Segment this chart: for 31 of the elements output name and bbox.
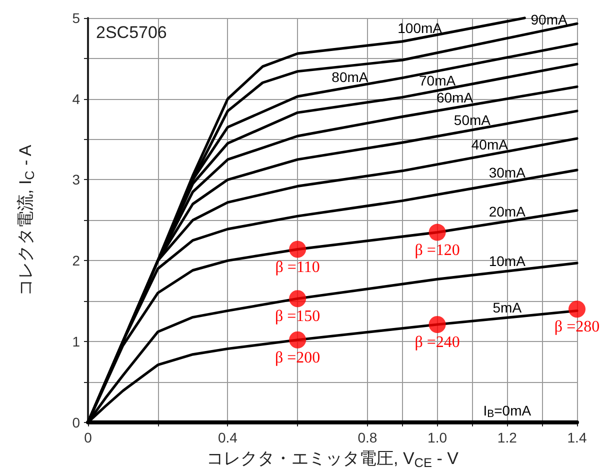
x-tick-label: 0.8 — [358, 429, 378, 446]
y-tick-label: 4 — [72, 90, 80, 107]
y-axis-title: コレクタ電流, IC - A — [16, 144, 37, 296]
x-tick-label: 0.4 — [218, 429, 238, 446]
series-label: 70mA — [418, 72, 456, 89]
y-tick-label: 0 — [72, 414, 80, 430]
x-tick-label: 1.0 — [428, 429, 448, 446]
annotation: β =240 — [414, 334, 460, 351]
series-label: 40mA — [471, 136, 509, 153]
y-tick-label: 5 — [72, 10, 80, 26]
annotation: β =200 — [274, 349, 320, 366]
series-label: 20mA — [488, 203, 526, 220]
y-tick-label: 2 — [72, 252, 80, 269]
x-tick-label: 1.2 — [497, 429, 518, 446]
series-label: 30mA — [488, 164, 526, 180]
series-label: 60mA — [436, 90, 474, 106]
chart-title: 2SC5706 — [96, 23, 167, 42]
annotation: β =110 — [275, 258, 320, 276]
series-label: 10mA — [488, 253, 526, 270]
series-label: 80mA — [332, 69, 369, 86]
y-tick-label: 1 — [72, 333, 80, 350]
series-label: 100mA — [398, 20, 443, 36]
x-tick-label: 0 — [84, 429, 92, 446]
y-tick-label: 3 — [72, 172, 80, 188]
series-label: 90mA — [530, 11, 568, 28]
annotation: β =120 — [414, 242, 460, 259]
x-tick-label: 1.4 — [567, 429, 587, 446]
series-label: 5mA — [492, 300, 522, 316]
annotation: β =280 — [554, 318, 600, 336]
annotation: β =150 — [274, 308, 320, 326]
series-label: 50mA — [454, 112, 492, 128]
